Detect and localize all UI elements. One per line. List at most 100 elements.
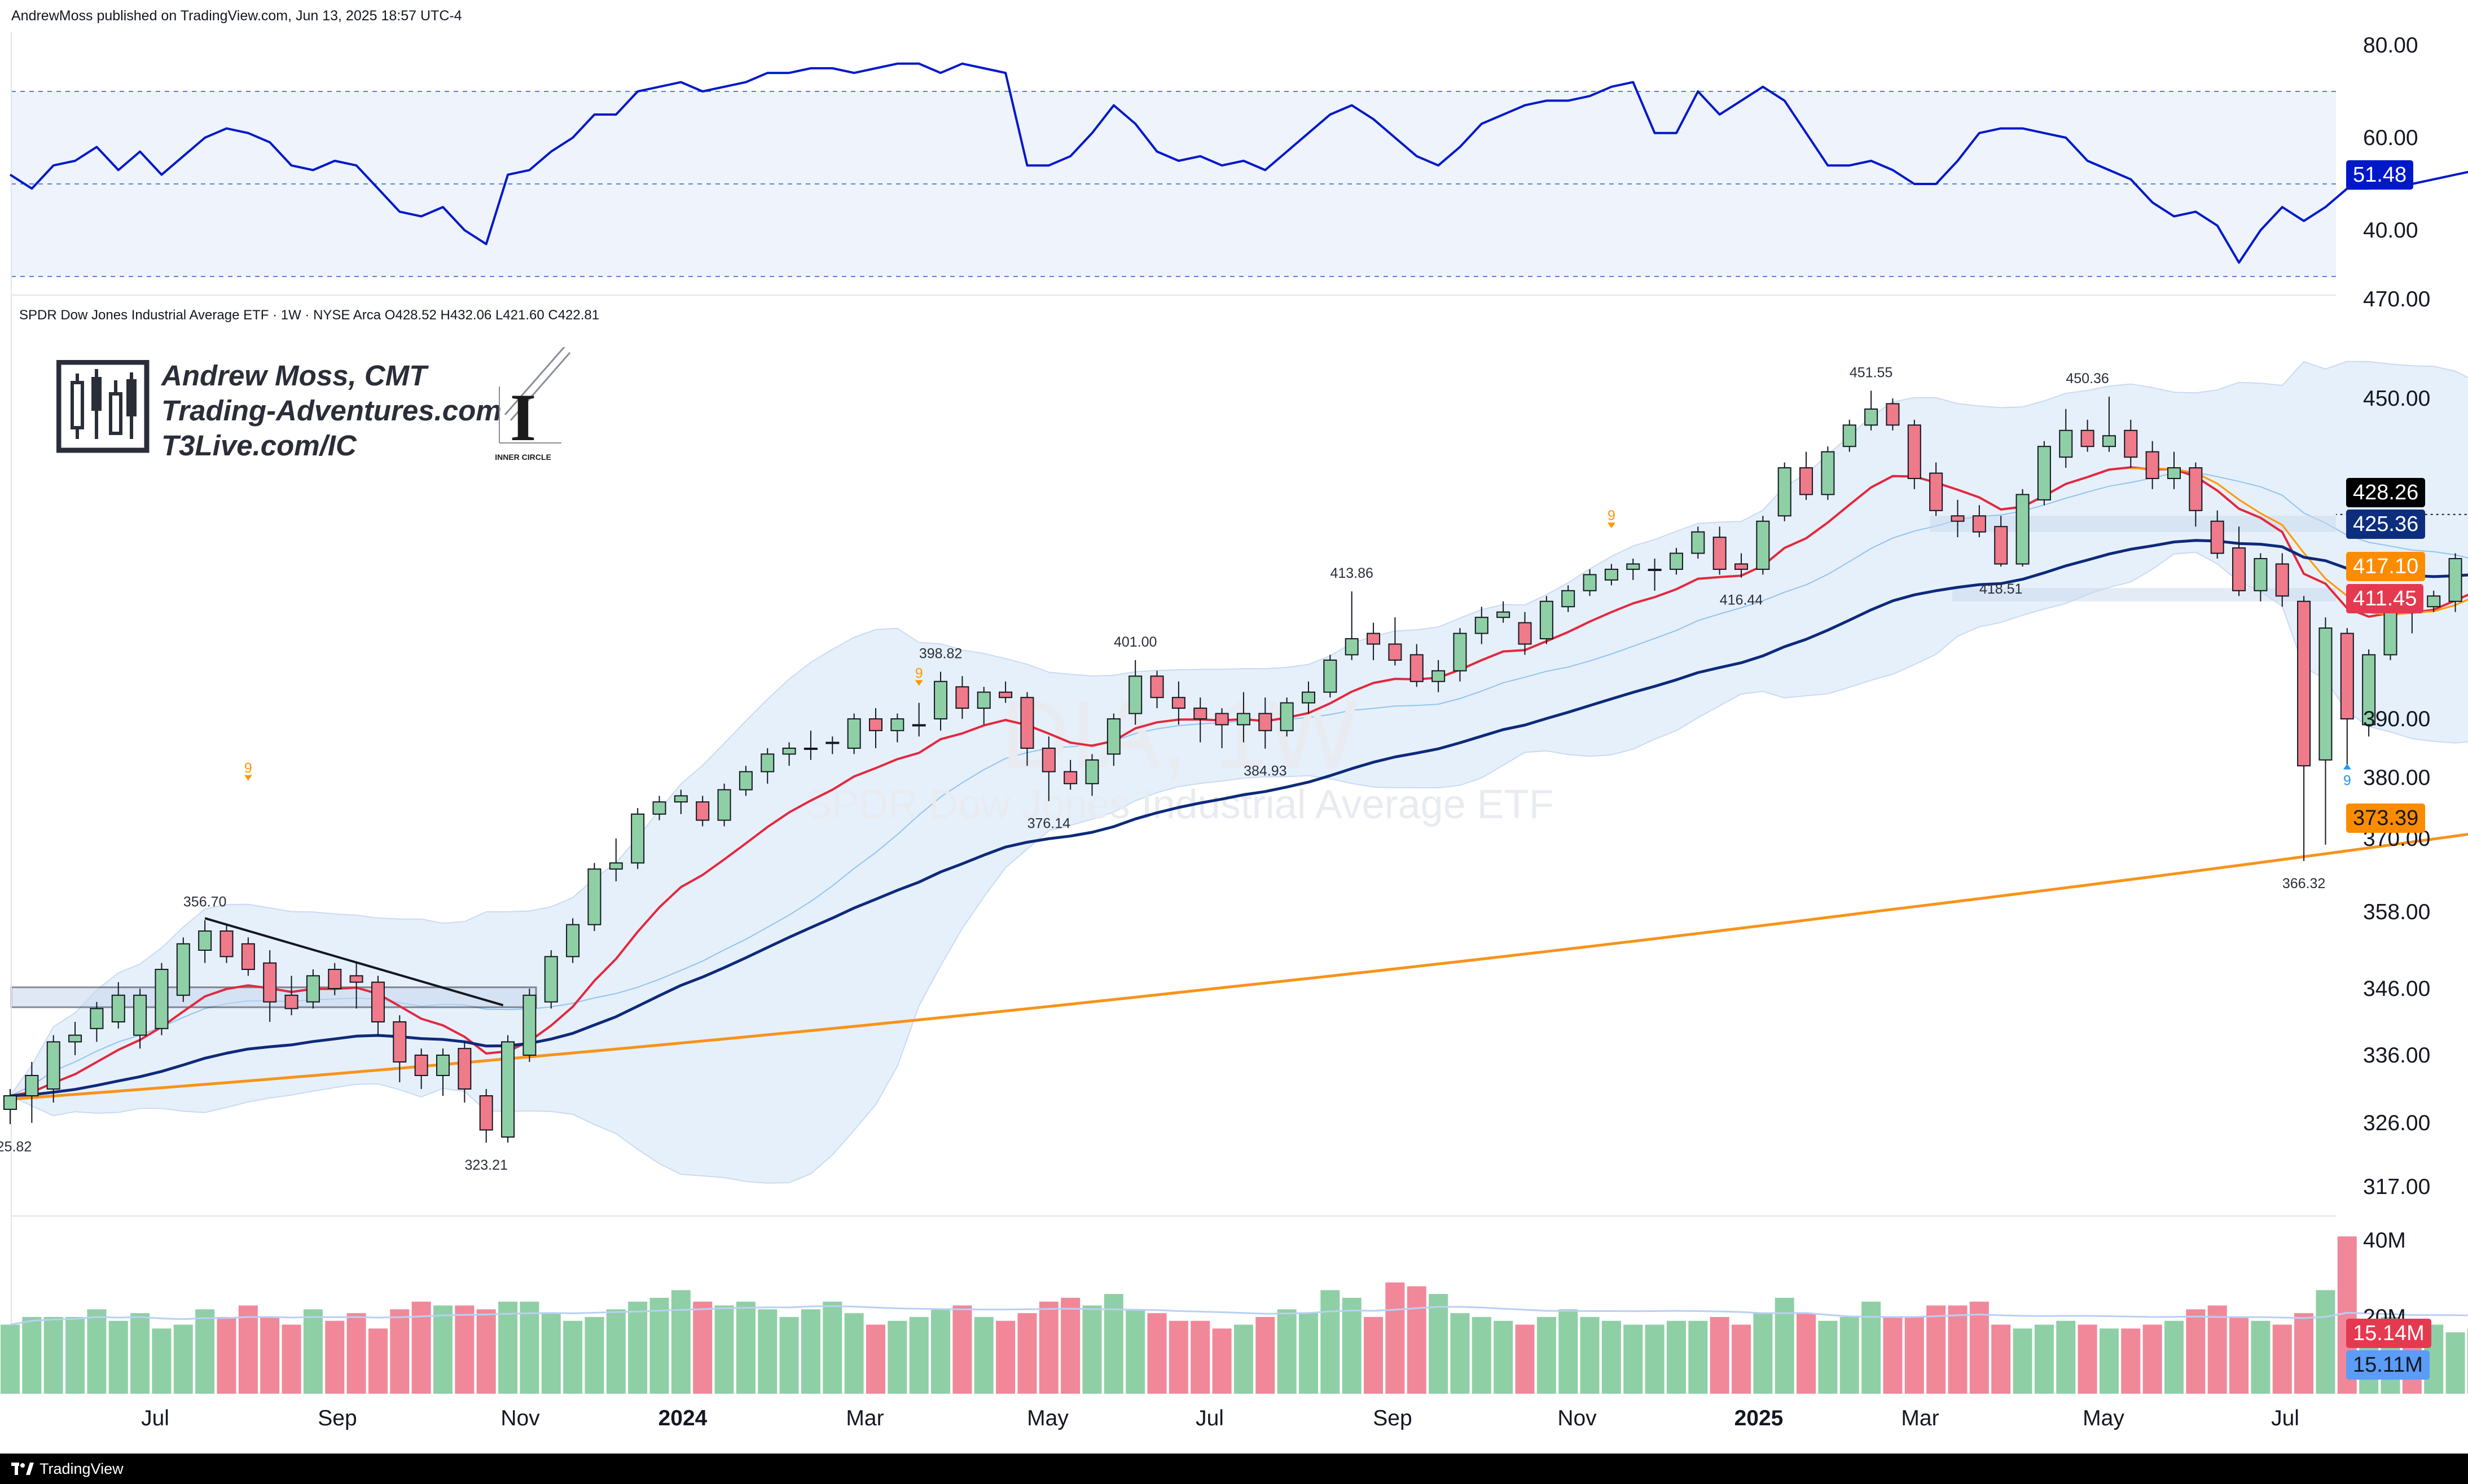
volume-bar xyxy=(952,1305,972,1394)
candle-body xyxy=(1561,590,1575,608)
volume-bar xyxy=(1039,1301,1059,1394)
candle-body xyxy=(2102,435,2116,447)
candle-body xyxy=(349,975,363,983)
volume-bar xyxy=(714,1305,734,1394)
price-annotation: 323.21 xyxy=(464,1157,507,1173)
volume-bar xyxy=(2186,1309,2206,1394)
volume-bar xyxy=(1623,1324,1643,1394)
volume-bar xyxy=(1429,1294,1448,1394)
watermark: DIA, 1W SPDR Dow Jones Industrial Averag… xyxy=(805,681,1553,827)
volume-bar xyxy=(563,1320,583,1394)
resistance-zone xyxy=(1930,516,2336,532)
setup-count: 9 xyxy=(915,665,923,681)
volume-bar xyxy=(1233,1324,1253,1394)
candle-body xyxy=(111,994,125,1023)
volume-bar xyxy=(1147,1313,1167,1394)
candle-body xyxy=(1669,552,1683,570)
rsi-axis-tick: 40.00 xyxy=(2363,218,2418,243)
volume-bar xyxy=(1666,1320,1686,1394)
volume-bar xyxy=(2013,1328,2032,1394)
volume-bar xyxy=(1839,1317,1859,1394)
volume-bar xyxy=(1191,1320,1210,1394)
candle-body xyxy=(1171,697,1185,709)
setup-arrow xyxy=(2343,763,2351,770)
last-price-label: 428.26 xyxy=(2346,478,2426,507)
candle-body xyxy=(501,1041,515,1138)
published-info: AndrewMoss published on TradingView.com,… xyxy=(11,8,462,24)
volume-axis-tick: 40M xyxy=(2363,1228,2406,1253)
candle-body xyxy=(934,680,948,719)
candle-body xyxy=(1258,713,1272,731)
candle-body xyxy=(803,748,818,750)
volume-bar xyxy=(2316,1290,2335,1394)
volume-bar xyxy=(498,1301,518,1394)
symbol-title: SPDR Dow Jones Industrial Average ETF · … xyxy=(19,308,381,323)
candle-body xyxy=(1150,675,1164,699)
price-annotation: 376.14 xyxy=(1027,816,1071,832)
candle-body xyxy=(371,981,385,1022)
time-axis-tick: Nov xyxy=(500,1406,540,1430)
volume-bar xyxy=(390,1309,410,1394)
candle-body xyxy=(1280,702,1294,731)
volume-bar xyxy=(671,1290,691,1394)
candle-body xyxy=(479,1095,493,1131)
volume-bar xyxy=(1926,1305,1946,1394)
volume-bar xyxy=(1082,1305,1102,1394)
price-annotation: 398.82 xyxy=(919,646,962,662)
volume-bar xyxy=(1818,1320,1838,1394)
volume-label-1: 15.14M xyxy=(2346,1319,2431,1348)
candle-body xyxy=(1128,675,1143,714)
candle-body xyxy=(1972,515,1986,533)
candle-body xyxy=(847,718,861,749)
candle-body xyxy=(609,862,623,870)
trendline xyxy=(204,917,504,1007)
candle-body xyxy=(1020,697,1034,749)
candle-body xyxy=(696,801,710,821)
candle-body xyxy=(1886,403,1900,426)
candle-body xyxy=(2448,558,2462,602)
price-axis-tick: 470.00 xyxy=(2363,287,2430,311)
setup-count: 9 xyxy=(1608,508,1615,524)
footer-bar: TradingView xyxy=(0,1454,2468,1484)
volume-bar xyxy=(779,1317,799,1394)
time-axis-tick: Nov xyxy=(1557,1406,1597,1430)
volume-bar xyxy=(1364,1317,1384,1394)
volume-bar xyxy=(455,1305,475,1394)
candle-body xyxy=(1345,638,1359,656)
ma-200-label: 373.39 xyxy=(2346,804,2426,833)
volume-bar xyxy=(1169,1320,1188,1394)
candle-body xyxy=(2275,563,2289,597)
volume-bar xyxy=(303,1309,323,1394)
volume-bar xyxy=(888,1320,907,1394)
candle-body xyxy=(912,724,926,727)
setup-arrow xyxy=(244,775,252,781)
volume-bar xyxy=(649,1298,669,1394)
volume-bar xyxy=(108,1320,128,1394)
volume-bar xyxy=(541,1313,561,1394)
candle-body xyxy=(2254,558,2268,591)
brand-line-2: Trading-Adventures.com xyxy=(161,394,502,427)
candle-body xyxy=(1712,537,1727,570)
resistance-zone xyxy=(1952,588,2336,601)
candle-body xyxy=(977,691,991,709)
volume-bar xyxy=(2121,1328,2141,1394)
price-annotation: 356.70 xyxy=(183,894,226,910)
price-axis-tick: 380.00 xyxy=(2363,766,2430,790)
volume-bar xyxy=(260,1317,280,1394)
ma-short-label: 411.45 xyxy=(2346,584,2424,613)
candle-body xyxy=(133,994,147,1036)
volume-bar xyxy=(1710,1317,1729,1394)
candle-body xyxy=(782,748,796,755)
setup-arrow xyxy=(915,680,923,686)
candle-body xyxy=(2362,654,2376,726)
price-annotation: 418.51 xyxy=(1979,581,2022,597)
candle-body xyxy=(869,718,882,731)
volume-bar xyxy=(1320,1290,1340,1394)
candle-body xyxy=(1064,771,1078,784)
candle-body xyxy=(284,994,298,1009)
time-axis-tick: Mar xyxy=(1901,1406,1939,1430)
candle-body xyxy=(46,1041,60,1090)
time-axis-tick: Sep xyxy=(318,1406,357,1430)
volume-bar xyxy=(693,1301,713,1394)
